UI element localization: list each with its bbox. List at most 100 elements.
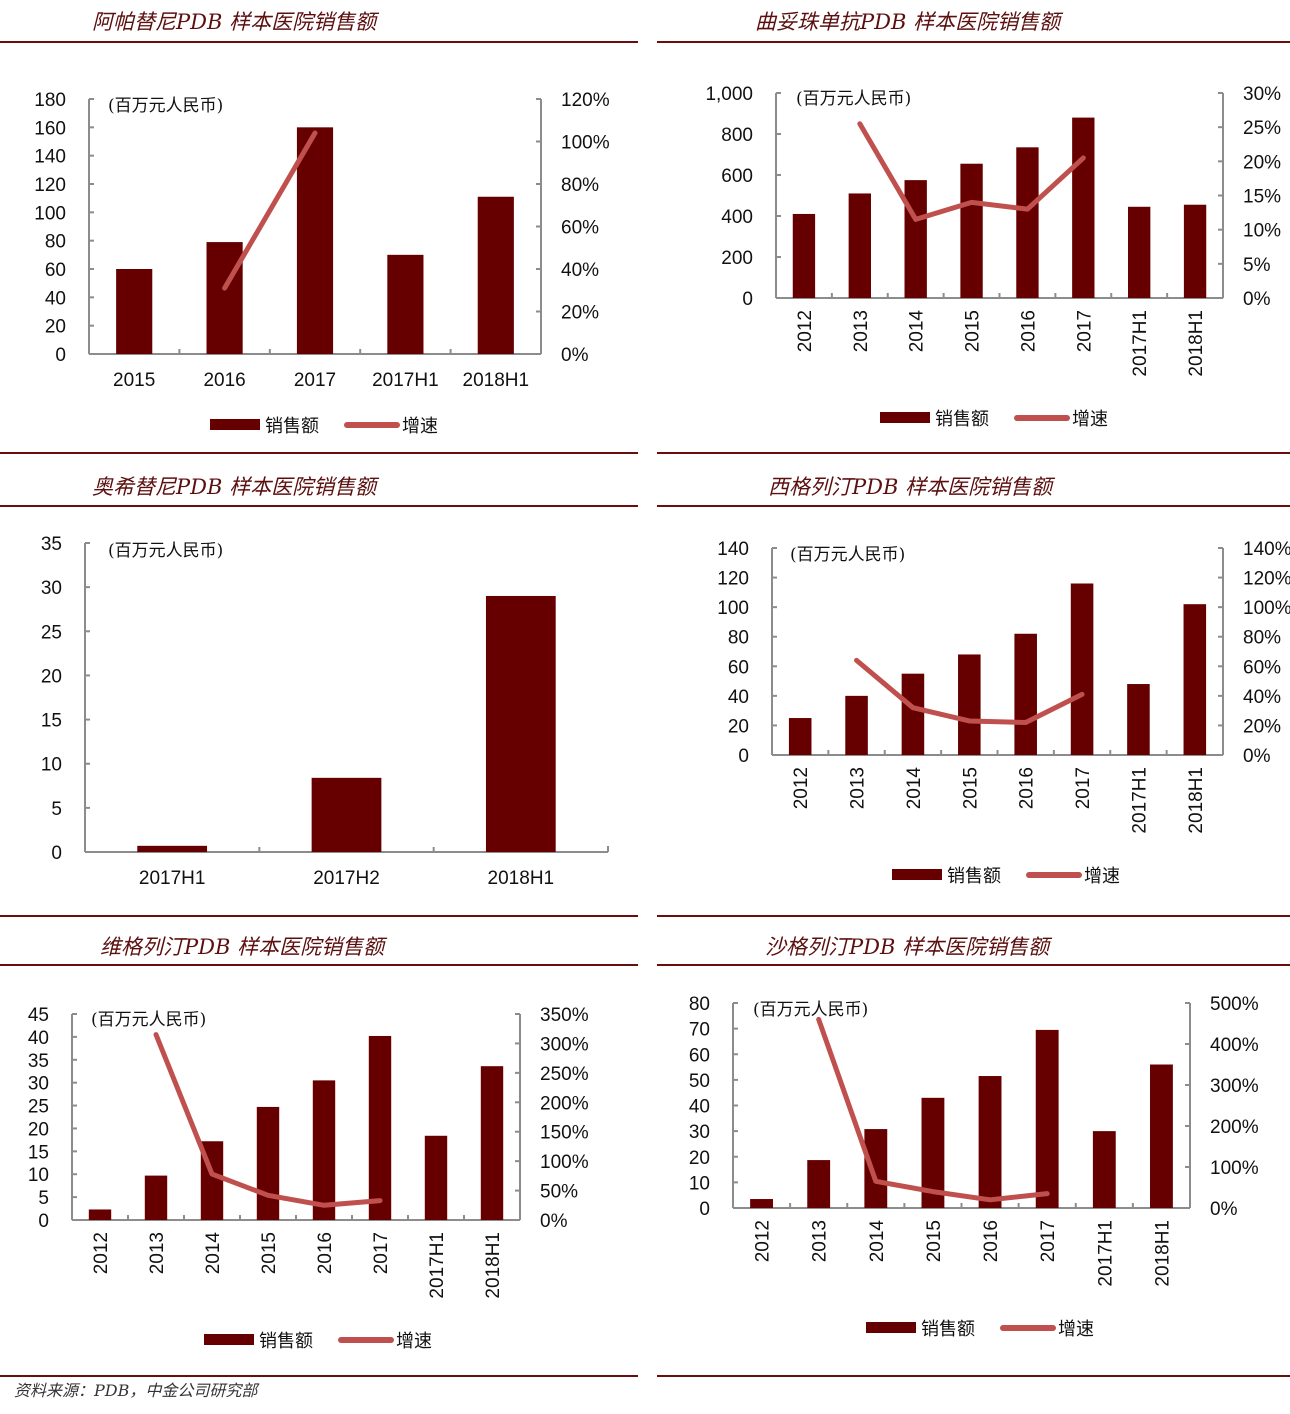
bar [1014,633,1037,755]
x-tick-label: 2017H1 [427,1232,448,1299]
legend-bar-label: 销售额 [921,1319,975,1340]
y-tick-label: 200 [721,248,753,269]
y-tick-label: 60 [689,1045,710,1066]
chart-title: 维格列汀PDB 样本医院销售额 [100,935,388,959]
x-tick-label: 2012 [91,1232,112,1274]
y-tick-label: 160 [34,118,66,139]
y-tick-label: 20 [41,666,62,687]
y-tick-label: 0 [738,746,749,767]
y-tick-label: 0 [699,1199,710,1220]
legend-bar-label: 销售额 [259,1331,313,1352]
x-tick-label: 2017 [294,370,336,391]
bar [901,673,925,755]
y2-tick-label: 30% [1243,84,1281,105]
y2-tick-label: 150% [540,1123,589,1144]
y-tick-label: 0 [51,843,62,864]
y-tick-label: 1,000 [705,84,753,105]
y-tick-label: 15 [28,1142,49,1163]
unit-label: (百万元人民币) [91,1010,206,1030]
y2-tick-label: 10% [1243,221,1281,242]
unit-label: (百万元人民币) [108,96,223,116]
y-tick-label: 10 [41,755,62,776]
y-tick-label: 60 [45,260,66,281]
legend-bar-swatch [892,869,942,880]
y-tick-label: 120 [34,175,66,196]
y2-tick-label: 60% [561,218,599,239]
y-tick-label: 30 [28,1074,49,1095]
x-tick-label: 2017 [1074,310,1095,352]
y-tick-label: 140 [717,539,749,560]
y-tick-label: 0 [55,345,66,366]
bar [978,1076,1002,1208]
x-tick-label: 2017H2 [313,868,380,889]
bar [792,213,816,298]
bar [88,1209,112,1220]
x-tick-label: 2017H1 [139,868,206,889]
growth-line [222,130,318,291]
y-tick-label: 5 [38,1188,49,1209]
bar [206,242,243,354]
bar [368,1035,392,1220]
x-tick-label: 2016 [1018,310,1039,352]
unit-label: (百万元人民币) [796,89,911,109]
x-tick-label: 2015 [960,767,981,809]
bar [485,595,556,852]
y2-tick-label: 100% [1243,598,1290,619]
y-tick-label: 0 [38,1211,49,1232]
x-tick-label: 2014 [907,310,928,353]
y-tick-label: 40 [728,687,749,708]
x-tick-label: 2014 [203,1232,224,1275]
unit-label: (百万元人民币) [108,541,223,561]
bar [848,193,871,298]
y-tick-label: 0 [742,289,753,310]
legend-bar-label: 销售额 [935,409,989,430]
legend-line-label: 增速 [402,416,438,437]
x-tick-label: 2015 [924,1220,945,1262]
y-tick-label: 20 [728,716,749,737]
bar [788,718,812,755]
chart-trastuzumab: 0 200 400 600 800 1,000 0% 5% 10% 15% 20% 25% 30% (百万… [705,84,1281,430]
legend-line-label: 增速 [1072,409,1108,430]
y-tick-label: 30 [41,578,62,599]
chart-title: 奥希替尼PDB 样本医院销售额 [92,475,380,499]
y2-tick-label: 300% [1210,1076,1259,1097]
bar [904,180,927,298]
bar [1183,204,1207,298]
y2-tick-label: 350% [540,1005,589,1026]
y-tick-label: 80 [728,628,749,649]
y2-tick-label: 400% [1210,1035,1259,1056]
bar [807,1160,831,1208]
bar [960,163,983,298]
x-tick-label: 2017 [1073,767,1094,809]
y-tick-label: 20 [689,1148,710,1169]
y-tick-label: 10 [28,1165,49,1186]
y2-tick-label: 40% [1243,687,1281,708]
y2-tick-label: 20% [1243,716,1281,737]
legend-line-label: 增速 [396,1331,432,1352]
y2-tick-label: 100% [540,1152,589,1173]
y2-tick-label: 100% [561,133,610,154]
y-tick-label: 30 [689,1122,710,1143]
y-tick-label: 400 [721,207,753,228]
y-tick-label: 40 [689,1097,710,1118]
bar [424,1135,448,1220]
y2-tick-label: 120% [1243,569,1290,590]
bar [845,695,868,755]
y-tick-label: 25 [28,1097,49,1118]
x-tick-label: 2016 [981,1220,1002,1262]
y-tick-label: 15 [41,711,62,732]
y2-tick-label: 25% [1243,118,1281,139]
y-tick-label: 180 [34,90,66,111]
x-tick-label: 2017H1 [1095,1220,1116,1287]
x-tick-label: 2016 [315,1232,336,1274]
bar [477,196,514,354]
y-tick-label: 800 [721,125,753,146]
legend-bar-swatch [880,412,930,423]
y-tick-label: 70 [689,1020,710,1041]
y2-tick-label: 0% [1243,746,1271,767]
x-tick-label: 2018H1 [463,370,530,391]
y-tick-label: 80 [45,232,66,253]
x-tick-label: 2018H1 [483,1232,504,1299]
